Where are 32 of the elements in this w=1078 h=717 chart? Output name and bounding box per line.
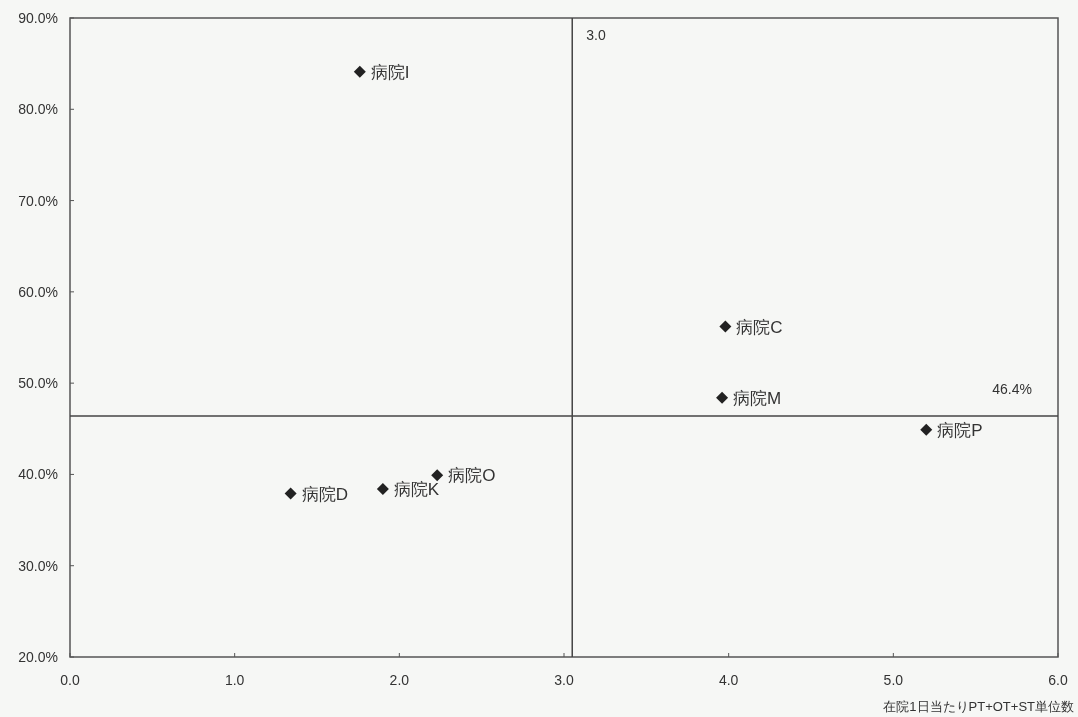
y-tick-label: 30.0%: [18, 557, 58, 574]
y-tick-label: 70.0%: [18, 192, 58, 209]
y-tick-label: 90.0%: [18, 10, 58, 26]
x-tick-label: 0.0: [60, 672, 80, 688]
annotation: 病院K: [393, 480, 440, 500]
point: [716, 391, 729, 404]
annotation: 病院P: [937, 420, 983, 440]
x-tick-label: 5.0: [883, 672, 904, 688]
x-tick-label: 6.0: [1048, 672, 1068, 688]
point: [353, 65, 366, 78]
x-tick-label: 4.0: [718, 672, 739, 688]
ref-line-label: 3.0: [586, 27, 606, 43]
x-tick-label: 3.0: [554, 672, 574, 688]
point: [431, 469, 444, 482]
point: [920, 423, 933, 436]
y-tick-label: 50.0%: [18, 375, 58, 392]
x-tick-label: 2.0: [389, 672, 410, 688]
annotation: 病院I: [370, 62, 410, 82]
x-tick-label: 1.0: [224, 672, 245, 688]
y-tick-label: 40.0%: [18, 466, 58, 483]
annotation: 病院C: [736, 317, 783, 337]
ref-line-label: 46.4%: [992, 381, 1032, 398]
point: [284, 487, 297, 500]
point: [719, 320, 732, 333]
y-tick-label: 60.0%: [18, 283, 58, 300]
point: [376, 483, 389, 496]
annotation: 病院D: [301, 484, 348, 504]
x-axis-title: 在院1日当たりPT+OT+ST単位数: [883, 699, 1074, 714]
y-tick-label: 20.0%: [18, 649, 58, 665]
y-tick-label: 80.0%: [18, 101, 58, 118]
annotation: 病院M: [733, 388, 782, 408]
annotation: 病院O: [448, 466, 496, 486]
